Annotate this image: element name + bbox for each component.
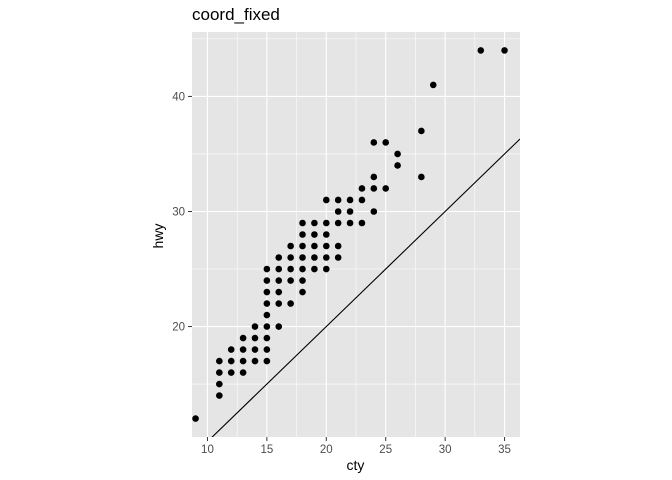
data-point xyxy=(275,300,283,307)
data-point xyxy=(275,254,283,261)
plot-panel xyxy=(192,32,520,437)
x-tick-label: 30 xyxy=(439,444,452,456)
y-tick-label: 40 xyxy=(172,91,185,103)
data-point xyxy=(322,231,330,238)
data-point xyxy=(216,392,223,399)
data-point xyxy=(334,219,342,227)
data-point xyxy=(394,162,401,169)
y-tick-label: 20 xyxy=(172,322,185,334)
y-axis: 20 30 40 xyxy=(172,91,192,334)
x-tick-label: 20 xyxy=(320,444,333,456)
data-point xyxy=(239,369,247,376)
data-point xyxy=(239,334,247,342)
data-point xyxy=(239,357,247,365)
data-point xyxy=(227,346,235,353)
data-point xyxy=(311,254,318,261)
data-point xyxy=(382,185,390,192)
data-point xyxy=(311,231,318,238)
data-point xyxy=(275,277,283,284)
data-point xyxy=(287,277,294,284)
data-point xyxy=(299,231,306,238)
data-point xyxy=(370,208,378,215)
data-point xyxy=(501,47,508,54)
data-point xyxy=(251,334,259,342)
data-point xyxy=(346,219,354,227)
data-point xyxy=(263,265,271,273)
data-point xyxy=(346,208,354,215)
data-point xyxy=(299,265,306,273)
data-point xyxy=(227,357,235,365)
reference-line xyxy=(211,138,520,437)
data-point xyxy=(216,369,223,376)
x-tick-label: 10 xyxy=(201,444,214,456)
chart-title: coord_fixed xyxy=(192,5,280,24)
data-point xyxy=(311,265,318,273)
data-point xyxy=(287,265,294,273)
data-point xyxy=(346,196,354,204)
data-point xyxy=(287,254,294,261)
data-point xyxy=(299,277,306,284)
data-point xyxy=(311,219,318,227)
data-point xyxy=(358,196,366,204)
data-point xyxy=(299,288,306,296)
data-point xyxy=(263,277,271,284)
data-point xyxy=(394,150,401,158)
x-tick-label: 15 xyxy=(260,444,273,456)
data-point xyxy=(227,369,235,376)
data-point xyxy=(263,357,271,365)
data-point xyxy=(299,242,306,250)
data-point xyxy=(358,185,366,192)
data-point xyxy=(334,196,342,204)
data-point xyxy=(263,288,271,296)
data-point xyxy=(418,173,425,181)
data-point xyxy=(216,380,223,388)
data-point xyxy=(275,323,283,330)
data-point xyxy=(358,219,366,227)
data-point xyxy=(322,265,330,273)
data-point xyxy=(263,323,271,330)
data-point xyxy=(263,311,271,319)
data-point xyxy=(311,242,318,250)
data-point xyxy=(322,196,330,204)
data-point xyxy=(299,254,306,261)
x-axis-title: cty xyxy=(347,457,365,473)
data-point xyxy=(263,346,271,353)
x-tick-label: 25 xyxy=(379,444,392,456)
data-point xyxy=(382,139,390,146)
data-point xyxy=(334,208,342,215)
data-point xyxy=(322,242,330,250)
data-point xyxy=(263,300,271,307)
data-point xyxy=(334,242,342,250)
data-point xyxy=(322,254,330,261)
data-point xyxy=(251,357,259,365)
y-axis-title: hwy xyxy=(150,224,166,249)
x-axis: 10 15 20 25 30 35 xyxy=(201,437,511,456)
data-point xyxy=(370,173,378,181)
data-point xyxy=(287,242,294,250)
y-tick-label: 30 xyxy=(172,206,185,218)
data-point xyxy=(299,219,306,227)
data-point xyxy=(216,357,223,365)
data-point xyxy=(275,265,283,273)
data-point xyxy=(263,334,271,342)
data-point xyxy=(370,139,378,146)
data-point xyxy=(370,185,378,192)
data-point xyxy=(192,415,199,422)
data-point xyxy=(251,323,259,330)
x-tick-label: 35 xyxy=(498,444,511,456)
data-point xyxy=(418,127,425,135)
data-point xyxy=(477,47,485,54)
data-point xyxy=(251,346,259,353)
data-point xyxy=(275,288,283,296)
data-point xyxy=(322,219,330,227)
data-point xyxy=(287,300,294,307)
data-point xyxy=(334,254,342,261)
data-point xyxy=(429,81,437,89)
data-point xyxy=(239,346,247,353)
